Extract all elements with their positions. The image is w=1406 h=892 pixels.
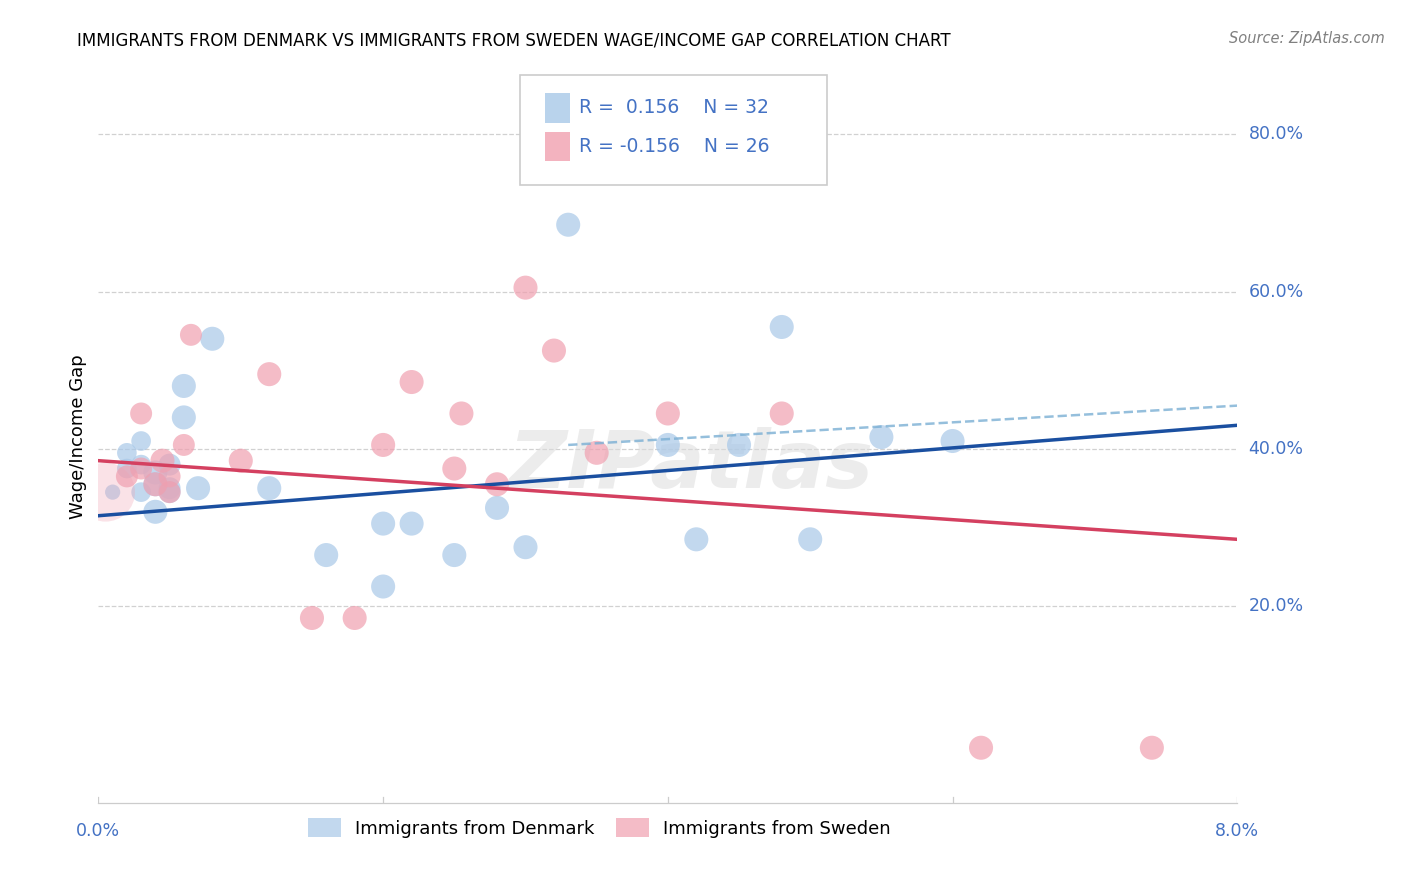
Point [145, 505, 167, 519]
Text: 20.0%: 20.0% [1249, 597, 1303, 615]
Point [770, 407, 793, 421]
Point [450, 407, 472, 421]
Point [657, 407, 679, 421]
Text: 80.0%: 80.0% [1249, 125, 1303, 144]
Point [870, 430, 893, 444]
Text: R =  0.156    N = 32: R = 0.156 N = 32 [579, 98, 769, 118]
Point [371, 438, 394, 452]
Point [201, 332, 224, 346]
Point [94, 485, 117, 500]
Point [115, 461, 138, 475]
Point [173, 410, 195, 425]
Point [301, 611, 323, 625]
Point [401, 375, 423, 389]
Point [970, 740, 993, 755]
Point [159, 485, 181, 500]
Point [129, 434, 152, 448]
Point [685, 533, 707, 547]
Text: R = -0.156    N = 26: R = -0.156 N = 26 [579, 137, 769, 156]
Point [129, 461, 152, 475]
Point [145, 477, 167, 491]
Point [515, 280, 537, 294]
Bar [546, 132, 569, 161]
Point [343, 611, 366, 625]
Point [1140, 740, 1163, 755]
Point [942, 434, 965, 448]
Point [129, 407, 152, 421]
Point [770, 320, 793, 334]
Point [159, 481, 181, 495]
Point [728, 438, 751, 452]
Point [799, 533, 821, 547]
Point [443, 548, 465, 562]
Point [152, 453, 174, 467]
Point [229, 453, 252, 467]
Text: 0.0%: 0.0% [76, 822, 121, 840]
Point [371, 516, 394, 531]
Text: IMMIGRANTS FROM DENMARK VS IMMIGRANTS FROM SWEDEN WAGE/INCOME GAP CORRELATION CH: IMMIGRANTS FROM DENMARK VS IMMIGRANTS FR… [77, 31, 950, 49]
Point [173, 438, 195, 452]
Point [129, 485, 152, 500]
FancyBboxPatch shape [520, 75, 827, 185]
Point [115, 446, 138, 460]
Point [159, 469, 181, 483]
Point [115, 469, 138, 483]
Point [371, 580, 394, 594]
Text: Source: ZipAtlas.com: Source: ZipAtlas.com [1229, 31, 1385, 46]
Bar [546, 94, 569, 122]
Point [159, 458, 181, 472]
Point [557, 218, 579, 232]
Point [585, 446, 607, 460]
Point [129, 458, 152, 472]
Text: ZIPatlas: ZIPatlas [508, 427, 873, 506]
Point [173, 379, 195, 393]
Point [259, 481, 281, 495]
Point [101, 485, 124, 500]
Point [187, 481, 209, 495]
Point [401, 516, 423, 531]
Point [145, 477, 167, 491]
Point [443, 461, 465, 475]
Point [180, 327, 202, 342]
Point [486, 500, 509, 515]
Y-axis label: Wage/Income Gap: Wage/Income Gap [69, 355, 87, 519]
Text: 60.0%: 60.0% [1249, 283, 1303, 301]
Point [259, 367, 281, 381]
Point [657, 438, 679, 452]
Point [315, 548, 337, 562]
Text: 40.0%: 40.0% [1249, 440, 1303, 458]
Legend: Immigrants from Denmark, Immigrants from Sweden: Immigrants from Denmark, Immigrants from… [301, 811, 898, 845]
Text: 8.0%: 8.0% [1215, 822, 1260, 840]
Point [159, 485, 181, 500]
Point [515, 540, 537, 554]
Point [145, 466, 167, 480]
Point [486, 477, 509, 491]
Point [543, 343, 565, 358]
